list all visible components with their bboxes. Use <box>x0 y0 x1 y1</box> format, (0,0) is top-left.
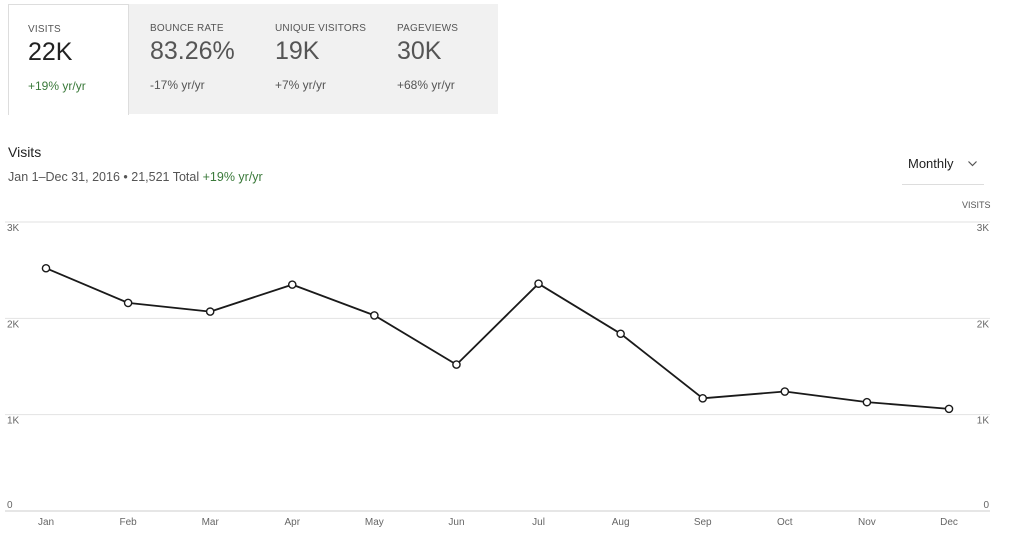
period-select[interactable]: Monthly <box>902 150 984 185</box>
x-tick-oct: Oct <box>777 517 793 528</box>
y-tick-left-1K: 1K <box>7 416 20 427</box>
y-tick-left-0: 0 <box>7 500 13 511</box>
data-point-aug[interactable] <box>616 329 625 339</box>
data-point-dec[interactable] <box>944 404 954 414</box>
visits-series-line <box>45 267 950 410</box>
grid-lines <box>5 221 990 512</box>
data-point-jul[interactable] <box>534 279 543 288</box>
data-point-jan[interactable] <box>41 263 51 273</box>
tab-unique-visitors-value: 19K <box>275 37 320 65</box>
tab-visits-value: 22K <box>28 38 73 66</box>
data-point-mar[interactable] <box>205 307 215 316</box>
x-tick-aug: Aug <box>612 517 630 528</box>
x-tick-jun: Jun <box>448 517 464 528</box>
x-tick-jul: Jul <box>532 517 545 528</box>
separator-dot: • <box>123 170 128 184</box>
date-range: Jan 1–Dec 31, 2016 <box>8 170 120 184</box>
tab-pageviews-change: +68% yr/yr <box>397 78 455 92</box>
y-tick-right-2K: 2K <box>977 319 990 330</box>
y-tick-right-0: 0 <box>983 500 989 511</box>
total-visits: 21,521 Total <box>131 170 200 184</box>
series-line-layer <box>45 267 950 410</box>
tab-visits-label: VISITS <box>28 24 61 35</box>
y-tick-right-3K: 3K <box>977 223 990 234</box>
x-tick-nov: Nov <box>858 517 876 528</box>
data-point-apr[interactable] <box>287 280 297 289</box>
series-axis-label: VISITS <box>962 200 991 210</box>
period-select-label: Monthly <box>908 156 954 171</box>
x-tick-dec: Dec <box>940 517 958 528</box>
total-change: +19% yr/yr <box>202 170 263 184</box>
chart-title: Visits <box>8 144 42 160</box>
metric-tabs: VISITS 22K +19% yr/yr BOUNCE RATE 83.26%… <box>8 4 498 115</box>
x-tick-apr: Apr <box>284 517 300 528</box>
tab-pageviews-label: PAGEVIEWS <box>397 23 459 34</box>
y-tick-right-1K: 1K <box>977 416 990 427</box>
data-point-feb[interactable] <box>123 298 133 308</box>
x-tick-jan: Jan <box>38 517 54 528</box>
chart-subtitle: Jan 1–Dec 31, 2016 • 21,521 Total +19% y… <box>8 170 263 184</box>
x-tick-may: May <box>365 517 384 528</box>
tab-visits-change: +19% yr/yr <box>28 79 86 93</box>
tab-bounce-rate[interactable]: BOUNCE RATE 83.26% -17% yr/yr <box>129 4 254 114</box>
tab-visits[interactable]: VISITS 22K +19% yr/yr <box>8 4 129 115</box>
tab-pageviews[interactable]: PAGEVIEWS 30K +68% yr/yr <box>376 4 498 114</box>
x-tick-mar: Mar <box>202 517 220 528</box>
tab-bounce-rate-value: 83.26% <box>150 37 235 65</box>
data-point-may[interactable] <box>370 311 379 320</box>
data-point-jun[interactable] <box>452 360 461 369</box>
x-tick-feb: Feb <box>119 517 137 528</box>
tab-unique-visitors-label: UNIQUE VISITORS <box>275 23 367 34</box>
data-point-nov[interactable] <box>862 397 872 407</box>
tab-bounce-rate-label: BOUNCE RATE <box>150 23 224 34</box>
tab-bounce-rate-change: -17% yr/yr <box>150 78 205 92</box>
tab-pageviews-value: 30K <box>397 37 442 65</box>
data-point-oct[interactable] <box>780 387 790 396</box>
y-tick-left-2K: 2K <box>7 319 20 330</box>
chevron-down-icon <box>968 161 977 167</box>
series-points <box>41 263 954 414</box>
data-point-sep[interactable] <box>698 393 708 403</box>
tab-unique-visitors-change: +7% yr/yr <box>275 78 327 92</box>
y-tick-left-3K: 3K <box>7 223 20 234</box>
tab-unique-visitors[interactable]: UNIQUE VISITORS 19K +7% yr/yr <box>254 4 376 114</box>
axis-ticks: 0 0 1K 1K 2K 2K 3K 3K Jan Feb Mar Apr May Jun Jul Aug Se… <box>7 223 989 528</box>
x-tick-sep: Sep <box>694 517 712 528</box>
